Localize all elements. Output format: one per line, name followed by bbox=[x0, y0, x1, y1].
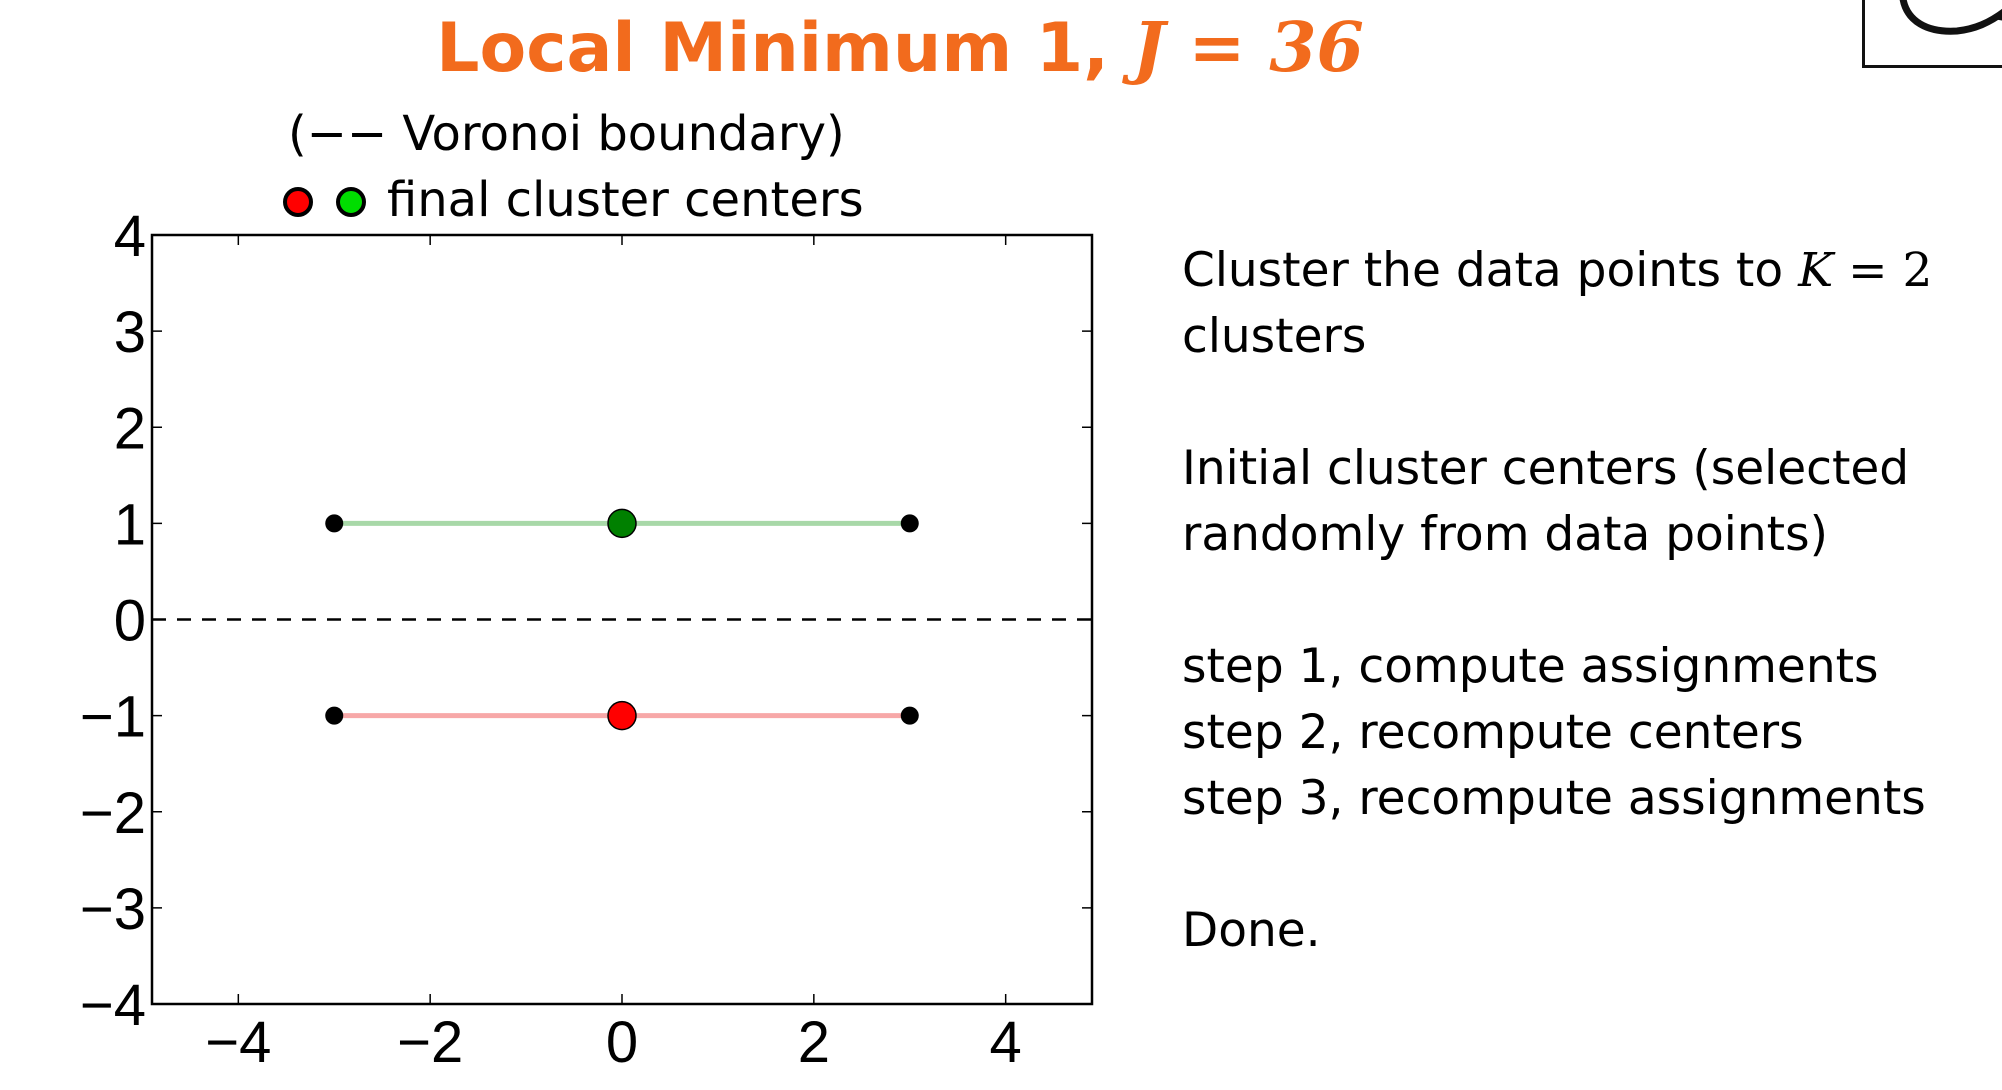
legend-red-center-icon bbox=[285, 189, 311, 215]
data-point bbox=[325, 514, 343, 532]
y-tick-label: −3 bbox=[80, 877, 146, 942]
panel-line-1-text: Cluster the data points to bbox=[1182, 243, 1798, 298]
cluster-center-red bbox=[608, 702, 636, 730]
y-tick-label: 3 bbox=[114, 300, 146, 365]
panel-k-value: 2 bbox=[1902, 243, 1932, 298]
x-tick-label: 0 bbox=[606, 1010, 638, 1075]
legend-green-center-icon bbox=[338, 189, 364, 215]
description-panel: Cluster the data points to K = 2 cluster… bbox=[1182, 238, 1982, 964]
y-tick-label: −4 bbox=[80, 973, 146, 1038]
panel-line-1: Cluster the data points to K = 2 bbox=[1182, 238, 1982, 304]
data-point bbox=[325, 707, 343, 725]
y-tick-label: 1 bbox=[114, 492, 146, 557]
panel-step-1: step 1, compute assignments bbox=[1182, 634, 1982, 700]
panel-line-4: randomly from data points) bbox=[1182, 502, 1982, 568]
y-tick-label: −1 bbox=[80, 685, 146, 750]
panel-line-2: clusters bbox=[1182, 304, 1982, 370]
x-tick-label: −2 bbox=[397, 1010, 463, 1075]
data-point bbox=[901, 514, 919, 532]
panel-equals: = bbox=[1833, 243, 1902, 298]
legend-voronoi-label: (−− Voronoi boundary) bbox=[288, 106, 845, 162]
y-tick-label: 4 bbox=[114, 204, 146, 269]
x-tick-label: −4 bbox=[205, 1010, 271, 1075]
cluster-center-green bbox=[608, 509, 636, 537]
y-tick-label: 0 bbox=[114, 589, 146, 654]
data-point bbox=[901, 707, 919, 725]
plot-frame bbox=[152, 235, 1092, 1004]
legend-centers-label: final cluster centers bbox=[387, 172, 864, 228]
panel-done: Done. bbox=[1182, 898, 1982, 964]
y-tick-label: 2 bbox=[114, 396, 146, 461]
panel-step-2: step 2, recompute centers bbox=[1182, 700, 1982, 766]
panel-line-3: Initial cluster centers (selected bbox=[1182, 436, 1982, 502]
panel-step-3: step 3, recompute assignments bbox=[1182, 766, 1982, 832]
x-tick-label: 2 bbox=[798, 1010, 830, 1075]
y-tick-label: −2 bbox=[80, 781, 146, 846]
panel-k-variable: K bbox=[1798, 243, 1833, 298]
x-tick-label: 4 bbox=[990, 1010, 1022, 1075]
